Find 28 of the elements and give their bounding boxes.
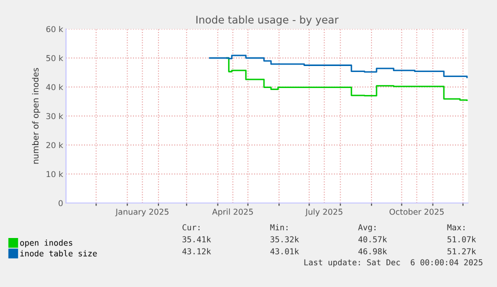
y-axis-title: number of open inodes — [32, 68, 40, 164]
y-tick-label: 40 k — [46, 84, 64, 90]
text: 46.98k — [358, 248, 387, 254]
text: 40.57k — [358, 236, 387, 242]
y-tick-label: 50 k — [46, 54, 64, 62]
text: 43.01k — [270, 248, 299, 254]
x-tick-label: October 2025 — [390, 208, 444, 215]
text: 35.32k — [270, 236, 299, 242]
x-tick-label: April 2025 — [212, 208, 253, 216]
y-tick-label: 10 k — [46, 170, 64, 178]
y-tick-label: 20 k — [46, 142, 64, 148]
legend-label: open inodes — [20, 240, 72, 248]
y-tick-label: 60 k — [46, 26, 64, 32]
x-tick-label: July 2025 — [305, 208, 342, 216]
text: Cur: — [182, 224, 200, 230]
chart-title: Inode table usage - by year — [196, 16, 339, 26]
text: Min: — [270, 224, 288, 230]
text: Max: — [447, 224, 464, 230]
text: Avg: — [358, 224, 376, 232]
text: 51.27k — [448, 248, 476, 254]
text: 35.41k — [182, 236, 211, 242]
legend-label: inode table size — [20, 250, 97, 256]
x-tick-label: January 2025 — [115, 208, 168, 216]
y-tick-label: 0 — [58, 200, 63, 206]
y-tick-label: 30 k — [46, 112, 64, 120]
text: Last update: Sat Dec 6 00:00:04 2025 — [304, 259, 482, 267]
text: 43.12k — [182, 248, 211, 254]
text: 51.07k — [448, 236, 476, 242]
